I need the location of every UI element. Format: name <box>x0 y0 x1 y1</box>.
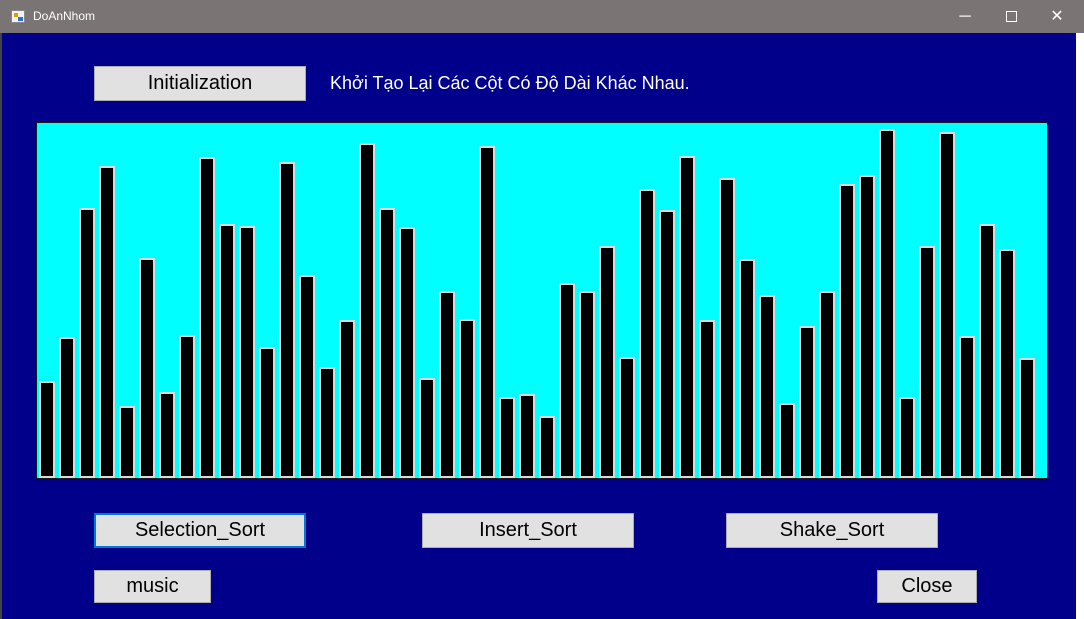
bar-40 <box>819 291 835 478</box>
maximize-icon <box>1005 11 1017 23</box>
bar-26 <box>539 416 555 478</box>
insert-sort-button[interactable]: Insert_Sort <box>422 513 634 548</box>
shake-sort-button[interactable]: Shake_Sort <box>726 513 938 548</box>
bar-50 <box>1019 358 1035 478</box>
bar-18 <box>379 208 395 478</box>
bar-34 <box>699 320 715 478</box>
music-button[interactable]: music <box>94 570 211 603</box>
bar-28 <box>579 291 595 478</box>
bar-12 <box>259 347 275 478</box>
bar-21 <box>439 291 455 478</box>
minimize-button[interactable]: ─ <box>959 8 971 25</box>
bar-25 <box>519 394 535 478</box>
bar-38 <box>779 403 795 478</box>
bar-39 <box>799 326 815 478</box>
selection-sort-button[interactable]: Selection_Sort <box>94 513 306 548</box>
bar-8 <box>179 335 195 478</box>
bar-43 <box>879 129 895 478</box>
bar-3 <box>79 208 95 478</box>
bar-13 <box>279 162 295 478</box>
bar-27 <box>559 283 575 478</box>
bar-37 <box>759 295 775 478</box>
bar-45 <box>919 246 935 478</box>
bar-6 <box>139 258 155 478</box>
description-label: Khởi Tạo Lại Các Cột Có Độ Dài Khác Nhau… <box>330 73 690 93</box>
bar-30 <box>619 357 635 478</box>
window-title: DoAnNhom <box>33 9 96 23</box>
bar-4 <box>99 166 115 478</box>
app-icon <box>11 10 25 23</box>
bar-2 <box>59 337 75 478</box>
bar-16 <box>339 320 355 478</box>
bar-10 <box>219 224 235 478</box>
bar-17 <box>359 143 375 478</box>
bar-41 <box>839 184 855 478</box>
bar-42 <box>859 175 875 478</box>
bar-44 <box>899 397 915 478</box>
bar-33 <box>679 156 695 478</box>
window-frame-right <box>1076 33 1084 619</box>
bar-32 <box>659 210 675 478</box>
window-frame-left <box>0 33 2 619</box>
bar-19 <box>399 227 415 478</box>
bar-22 <box>459 319 475 478</box>
bar-11 <box>239 226 255 478</box>
bar-14 <box>299 275 315 478</box>
bar-24 <box>499 397 515 478</box>
bar-23 <box>479 146 495 478</box>
bar-46 <box>939 132 955 478</box>
bar-31 <box>639 189 655 478</box>
bar-49 <box>999 249 1015 478</box>
bar-1 <box>39 381 55 478</box>
bar-35 <box>719 178 735 478</box>
bar-20 <box>419 378 435 478</box>
window-close-button[interactable]: ✕ <box>1050 8 1064 25</box>
bar-48 <box>979 224 995 478</box>
close-button[interactable]: Close <box>877 570 977 603</box>
title-bar: DoAnNhom ─ ✕ <box>0 0 1084 33</box>
bar-5 <box>119 406 135 478</box>
bar-7 <box>159 392 175 478</box>
bar-47 <box>959 336 975 478</box>
bar-9 <box>199 157 215 478</box>
bar-36 <box>739 259 755 478</box>
bar-29 <box>599 246 615 478</box>
bar-panel <box>36 122 1048 479</box>
maximize-button[interactable] <box>988 0 1034 33</box>
initialization-button[interactable]: Initialization <box>94 66 306 101</box>
bar-15 <box>319 367 335 478</box>
